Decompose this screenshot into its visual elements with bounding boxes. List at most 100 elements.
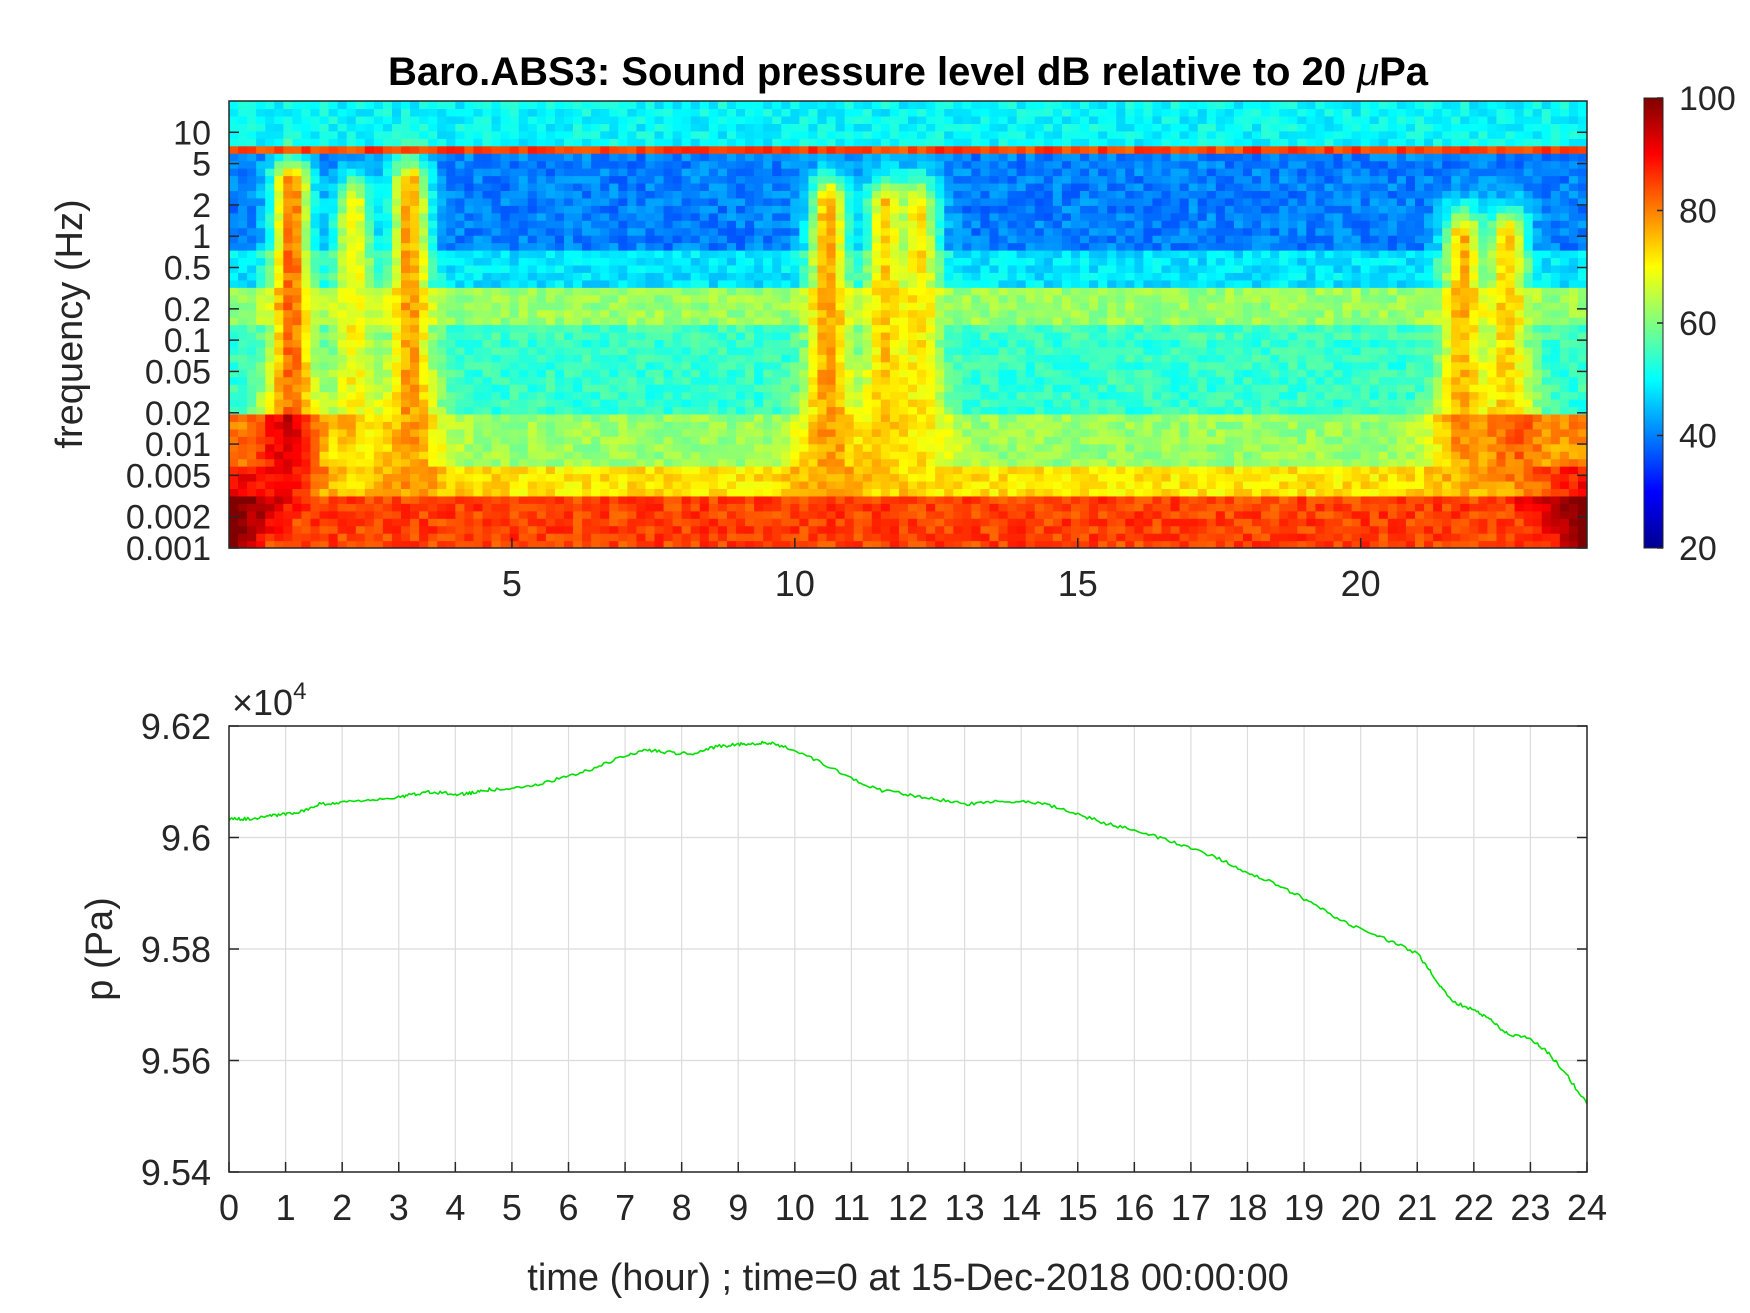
spectrogram-cell (908, 331, 918, 340)
spectrogram-cell (772, 302, 782, 311)
spectrogram-cell (772, 331, 782, 340)
spectrogram-cell (1414, 525, 1425, 534)
spectrogram-cell (319, 309, 330, 318)
spectrogram-cell (971, 451, 982, 460)
spectrogram-cell (781, 302, 791, 311)
spectrogram-cell (1224, 376, 1235, 385)
spectrogram-cell (509, 309, 520, 318)
spectrogram-cell (790, 302, 800, 311)
spectrogram-cell (283, 413, 293, 422)
spectrogram-cell (1098, 309, 1108, 318)
spectrogram-cell (962, 399, 972, 408)
spectrogram-cell (1098, 436, 1108, 445)
spectrogram-cell (1414, 331, 1425, 340)
spectrogram-cell (627, 458, 637, 467)
spectrogram-cell (1206, 309, 1217, 318)
spectrogram-cell (1324, 331, 1335, 340)
spectrogram-cell (301, 480, 312, 489)
spectrogram-cell (1197, 473, 1208, 482)
spectrogram-cell (1152, 518, 1163, 527)
spectrogram-cell (1442, 436, 1452, 445)
spectrogram-cell (908, 525, 918, 534)
spectrogram-cell (1098, 533, 1108, 542)
spectrogram-cell (853, 533, 864, 542)
spectrogram-cell (618, 331, 628, 340)
spectrogram-cell (1089, 324, 1099, 333)
spectrogram-cell (455, 339, 465, 348)
spectrogram-cell (1224, 331, 1235, 340)
spectrogram-cell (1270, 518, 1280, 527)
spectrogram-cell (1107, 413, 1117, 422)
spectrogram-cell (455, 525, 465, 534)
spectrogram-cell (591, 309, 601, 318)
spectrogram-cell (591, 525, 601, 534)
spectrogram-cell (609, 533, 619, 542)
spectrogram-cell (1514, 488, 1525, 497)
spectrogram-cell (301, 525, 312, 534)
spectrogram-cell (382, 488, 393, 497)
spectrogram-cell (1478, 451, 1489, 460)
spectrogram-cell (1197, 354, 1208, 363)
spectrogram-cell (1070, 458, 1081, 467)
spectrogram-cell (1442, 466, 1452, 475)
spectrogram-cell (1252, 361, 1262, 370)
spectrogram-cell (600, 384, 610, 393)
spectrogram-cell (889, 503, 900, 512)
spectrogram-cell (1080, 309, 1090, 318)
spectrogram-cell (1188, 413, 1199, 422)
spectrogram-cell (1007, 369, 1018, 378)
spectrogram-cell (1170, 458, 1181, 467)
spectrogram-cell (1378, 309, 1389, 318)
spectrogram-cell (1224, 451, 1235, 460)
spectrogram-cell (455, 503, 465, 512)
spectrogram-cell (310, 309, 321, 318)
spectrogram-cell (645, 518, 656, 527)
spectrogram-cell (391, 331, 402, 340)
spectrogram-cell (654, 518, 665, 527)
spectrogram-cell (1242, 436, 1253, 445)
spectrogram-cell (926, 413, 936, 422)
spectrogram-cell (889, 324, 900, 333)
spectrogram-cell (817, 399, 828, 408)
spectrogram-cell (1025, 384, 1036, 393)
spectrogram-cell (1523, 540, 1534, 548)
spectrogram-cell (328, 399, 339, 408)
spectrogram-cell (1369, 540, 1380, 548)
spectrogram-cell (328, 421, 339, 430)
spectrogram-cell (536, 354, 547, 363)
spectrogram-cell (355, 510, 366, 519)
spectrogram-cell (310, 488, 321, 497)
spectrogram-cell (1288, 361, 1298, 370)
spectrogram-cell (989, 473, 1000, 482)
spectrogram-cell (1505, 525, 1516, 534)
spectrogram-cell (292, 443, 303, 452)
spectrogram-cell (600, 376, 610, 385)
spectrogram-cell (310, 436, 321, 445)
spectrogram-cell (1233, 503, 1244, 512)
spectrogram-cell (1016, 339, 1027, 348)
spectrogram-cell (328, 361, 339, 370)
spectrogram-cell (844, 466, 855, 475)
spectrogram-cell (790, 443, 800, 452)
spectrogram-cell (355, 369, 366, 378)
spectrogram-cell (600, 480, 610, 489)
spectrogram-cell (328, 309, 339, 318)
spectrogram-cell (1252, 518, 1262, 527)
spectrogram-cell (953, 488, 963, 497)
spectrogram-cell (708, 466, 719, 475)
spectrogram-cell (1252, 533, 1262, 542)
spectrogram-cell (509, 331, 520, 340)
spectrogram-cell (790, 533, 800, 542)
spectrogram-cell (1460, 309, 1470, 318)
spectrogram-cell (1224, 421, 1235, 430)
spectrogram-cell (1261, 495, 1271, 504)
spectrogram-cell (826, 361, 837, 370)
spectrogram-cell (410, 324, 420, 333)
spectrogram-cell (464, 518, 475, 527)
spectrogram-cell (944, 495, 954, 504)
spectrogram-cell (1215, 361, 1226, 370)
spectrogram-cell (817, 413, 828, 422)
spectrogram-cell (1080, 428, 1090, 437)
spectrogram-cell (410, 540, 420, 548)
spectrogram-cell (319, 533, 330, 542)
